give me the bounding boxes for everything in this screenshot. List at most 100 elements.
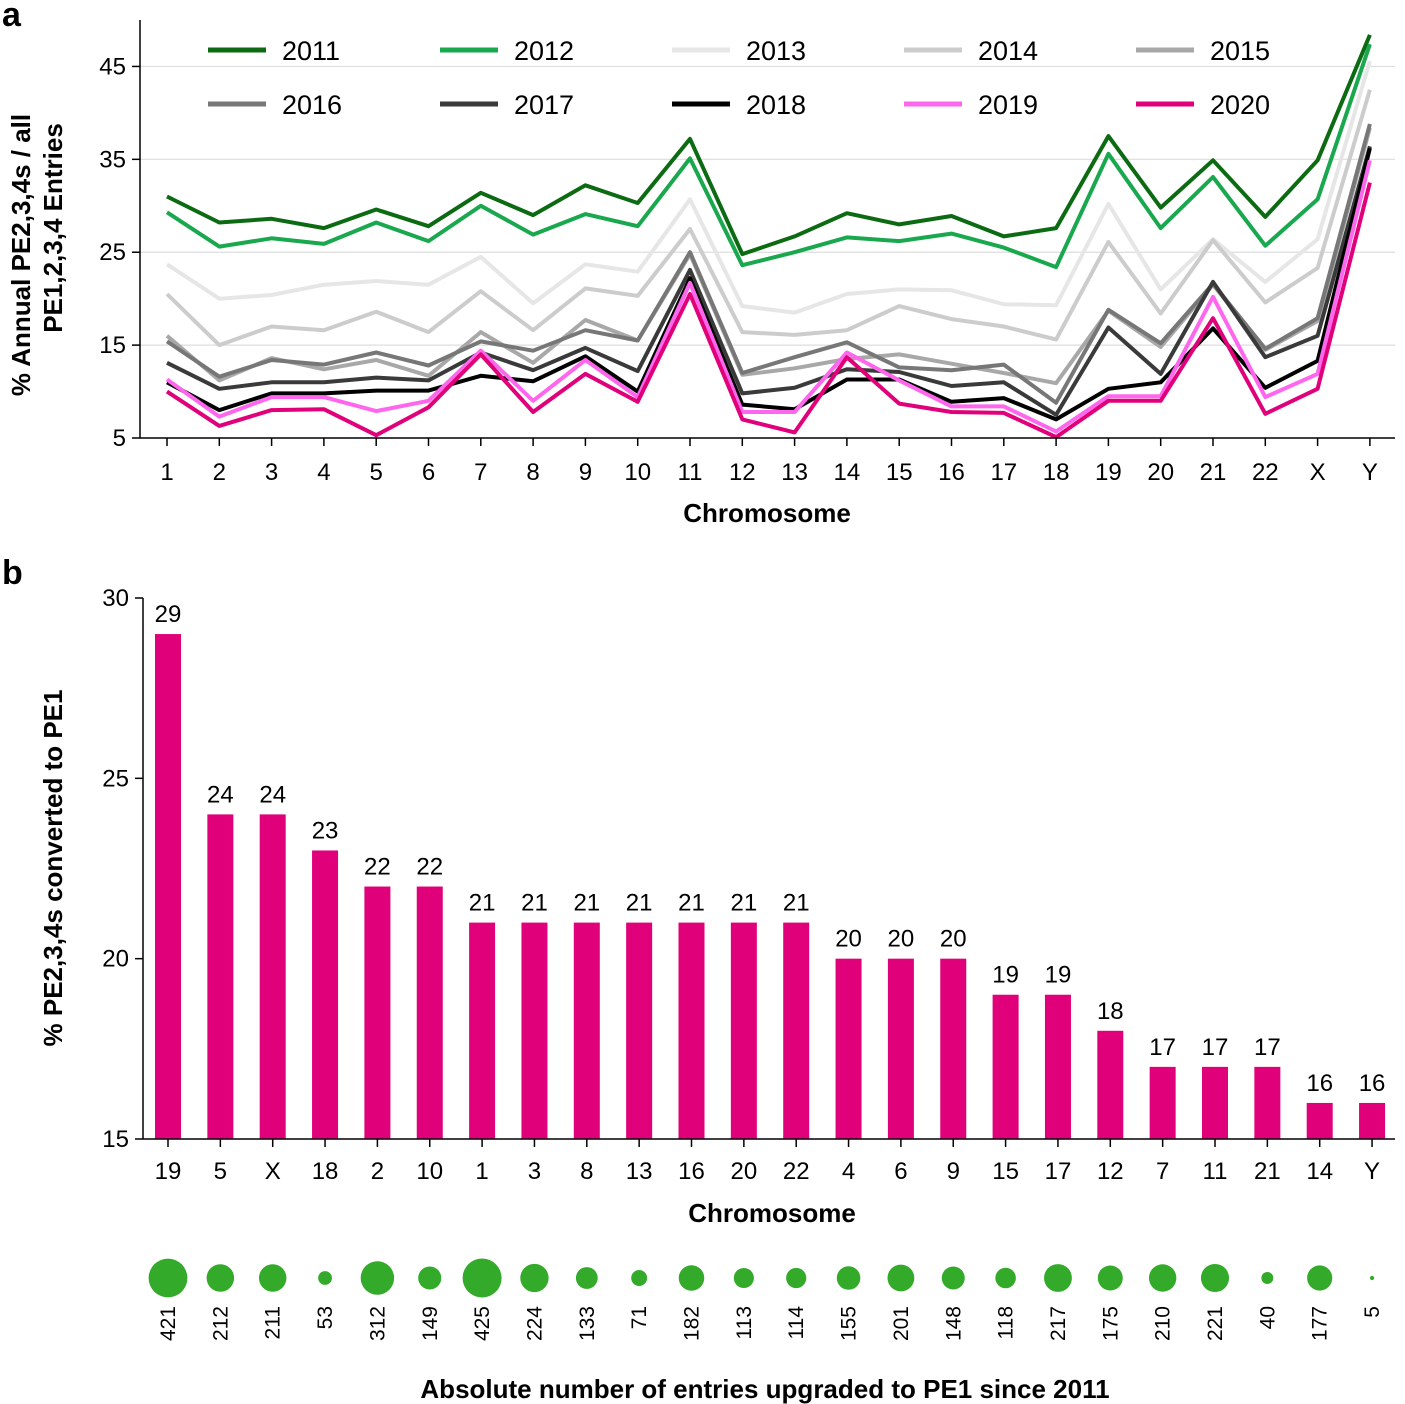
a-y-tick-label: 15: [99, 332, 126, 359]
bar-chr-Y: [1359, 1102, 1386, 1139]
bar-value-label: 23: [312, 817, 339, 844]
a-y-tick-label: 35: [99, 146, 126, 173]
bar-value-label: 20: [940, 926, 967, 953]
bar-chr-11: [1202, 1066, 1228, 1139]
b-x-tick-label: 1: [475, 1158, 488, 1185]
bubble-count-label: 201: [890, 1306, 913, 1341]
a-y-ticks: 5 15 25 35 45: [99, 53, 140, 452]
bubble-count-label: 113: [733, 1306, 756, 1339]
bar-chr-2: [364, 886, 391, 1139]
bubble-count-label: 177: [1309, 1306, 1332, 1341]
bubble-chr-14: [1307, 1265, 1333, 1291]
bubble-count-label: 40: [1256, 1306, 1279, 1329]
bar-chr-14: [1306, 1102, 1333, 1139]
a-x-tick-label: 19: [1095, 459, 1122, 486]
a-x-tick-label: 1: [160, 459, 173, 486]
b-x-tick-label: 5: [214, 1158, 227, 1185]
series-line-2011: [166, 34, 1372, 257]
bubble-chr-X: [258, 1264, 287, 1292]
b-x-tick-label: 14: [1306, 1158, 1333, 1185]
bubble-count-label: 217: [1047, 1306, 1070, 1341]
b-x-tick-label: 11: [1203, 1158, 1228, 1185]
b-x-tick-label: X: [265, 1158, 281, 1185]
bar-value-label: 21: [573, 890, 600, 917]
a-legend: 2011 2012 2013 2014 2015 2016 2017 2018 2019 2020: [208, 36, 1270, 120]
bubble-chr-12: [1097, 1265, 1123, 1291]
b-x-tick-label: 10: [416, 1158, 443, 1185]
bar-value-label: 22: [364, 854, 391, 881]
a-x-tick-label: 4: [317, 459, 330, 486]
panel-a-letter: a: [2, 0, 22, 34]
bar-chr-X: [259, 814, 286, 1139]
bar-value-label: 18: [1097, 998, 1124, 1025]
bar-value-label: 21: [730, 890, 757, 917]
c-bubbles: 421 212 211 53 312 149 425 224 133 71 182 113 114 155…: [148, 1258, 1384, 1341]
bar-chr-13: [626, 922, 653, 1139]
bubble-count-label: 53: [314, 1306, 337, 1329]
a-x-tick-label: 17: [990, 459, 1017, 486]
bar-value-label: 17: [1202, 1034, 1229, 1061]
a-y-tick-label: 45: [99, 53, 126, 80]
bar-value-label: 21: [626, 890, 653, 917]
b-x-tick-label: 2: [371, 1158, 384, 1185]
bubble-chr-17: [1044, 1264, 1072, 1292]
b-x-tick-label: 20: [730, 1158, 757, 1185]
b-x-tick-label: 21: [1254, 1158, 1281, 1185]
bubble-count-label: 114: [785, 1306, 808, 1340]
series-line-2019: [165, 159, 1372, 434]
legend-label-2013: 2013: [746, 36, 806, 66]
bubble-chr-4: [836, 1266, 861, 1290]
legend-label-2015: 2015: [1210, 36, 1270, 66]
bubble-count-label: 212: [209, 1306, 232, 1341]
bar-chr-20: [730, 922, 757, 1139]
b-x-tick-label: 8: [580, 1158, 593, 1185]
bubble-count-label: 175: [1099, 1306, 1122, 1341]
bubble-chr-11: [1200, 1263, 1230, 1293]
bubble-count-label: 155: [838, 1306, 861, 1341]
bar-value-label: 24: [207, 781, 234, 808]
b-y-tick-label: 30: [102, 585, 129, 612]
bar-value-label: 22: [416, 854, 443, 881]
series-line-2016: [165, 123, 1372, 405]
a-x-tick-label: 18: [1043, 459, 1070, 486]
a-x-tick-label: 11: [678, 459, 703, 486]
bubble-count-label: 149: [419, 1306, 442, 1341]
b-y-tick-label: 15: [102, 1126, 129, 1153]
b-x-tick-label: 18: [312, 1158, 339, 1185]
bubble-chr-Y: [1369, 1275, 1375, 1281]
bar-value-label: 20: [835, 926, 862, 953]
b-x-tick-label: 16: [678, 1158, 705, 1185]
bar-value-label: 16: [1306, 1070, 1333, 1097]
bubble-count-label: 312: [366, 1306, 389, 1341]
bubble-row: 421 212 211 53 312 149 425 224 133 71 182 113 114 155…: [148, 1258, 1384, 1404]
b-x-tick-label: 12: [1097, 1158, 1124, 1185]
a-xlabel: Chromosome: [683, 498, 851, 528]
a-x-tick-label: 7: [474, 459, 487, 486]
bubble-chr-15: [995, 1267, 1016, 1289]
bar-chr-9: [940, 958, 967, 1139]
bubble-count-label: 224: [523, 1306, 546, 1341]
b-xlabel: Chromosome: [688, 1198, 856, 1228]
series-line-2014: [165, 89, 1372, 348]
a-x-tick-label: X: [1310, 459, 1326, 486]
series-line-2018: [166, 147, 1372, 422]
a-series-lines: [165, 34, 1372, 440]
bubble-count-label: 182: [681, 1306, 704, 1341]
bubble-chr-3: [520, 1263, 549, 1293]
legend-label-2016: 2016: [282, 90, 342, 120]
legend-label-2019: 2019: [978, 90, 1038, 120]
b-x-tick-label: 7: [1156, 1158, 1169, 1185]
a-x-tick-label: 3: [265, 459, 278, 486]
b-x-tick-label: 3: [528, 1158, 541, 1185]
b-x-tick-label: 19: [155, 1158, 182, 1185]
a-ylabel-line1: % Annual PE2,3,4s / all: [6, 114, 36, 396]
bubble-chr-10: [418, 1266, 442, 1290]
bar-value-label: 21: [678, 890, 705, 917]
a-x-tick-label: 22: [1252, 459, 1279, 486]
b-x-tick-label: 15: [992, 1158, 1019, 1185]
bubble-chr-7: [1148, 1264, 1177, 1292]
a-x-tick-label: 16: [938, 459, 965, 486]
bar-chr-10: [416, 886, 443, 1139]
